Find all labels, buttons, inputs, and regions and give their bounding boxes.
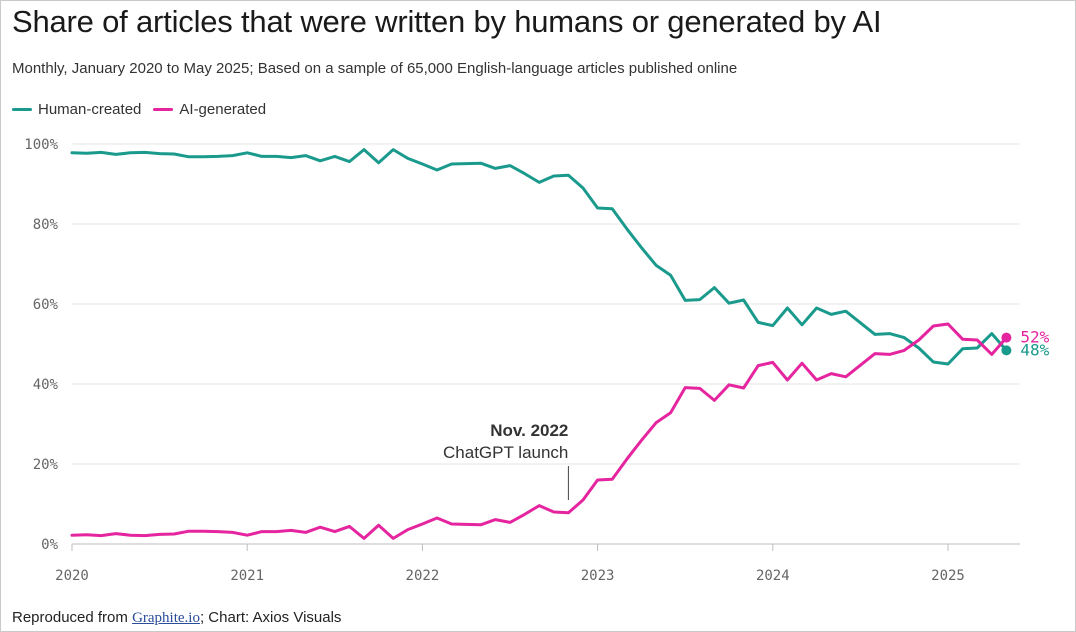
y-tick-label-60: 60% [33, 297, 59, 313]
y-tick-label-40: 40% [33, 377, 59, 393]
footer-suffix: ; Chart: Axios Visuals [199, 609, 342, 626]
legend-swatch-ai [153, 108, 174, 111]
series-line-ai-generated [70, 322, 1008, 540]
legend-item-human: Human-created [12, 101, 141, 118]
end-label-human-created: 48% [1020, 340, 1049, 359]
x-tick-label-2023: 2023 [581, 568, 615, 584]
x-tick-label-2022: 2022 [406, 568, 440, 584]
series-line-human-created [70, 148, 1008, 366]
end-marker-human-created [1001, 345, 1012, 356]
y-tick-label-100: 100% [24, 137, 58, 153]
end-marker-ai-generated [1001, 332, 1012, 343]
source-link[interactable]: Graphite.io [132, 610, 200, 626]
chart-title: Share of articles that were written by h… [12, 4, 882, 39]
legend: Human-created AI-generated [12, 101, 266, 118]
y-tick-label-80: 80% [33, 217, 59, 233]
y-tick-label-0: 0% [41, 537, 58, 553]
end-label-ai-generated: 52% [1020, 328, 1049, 347]
x-tick-label-2024: 2024 [756, 568, 790, 584]
x-tick-label-2021: 2021 [230, 568, 264, 584]
chart-subtitle: Monthly, January 2020 to May 2025; Based… [12, 60, 738, 77]
footer-prefix: Reproduced from [12, 609, 133, 626]
annotation-title: Nov. 2022 [490, 421, 568, 440]
x-tick-label-2025: 2025 [931, 568, 965, 584]
x-tick-label-2020: 2020 [55, 568, 89, 584]
legend-item-ai: AI-generated [153, 101, 266, 118]
annotation-text: ChatGPT launch [443, 443, 568, 462]
legend-label-human: Human-created [38, 101, 142, 118]
y-tick-label-20: 20% [33, 457, 59, 473]
legend-swatch-human [12, 108, 32, 111]
footer-credit: Reproduced from Graphite.io; Chart: Axio… [12, 609, 341, 627]
legend-label-ai: AI-generated [179, 101, 267, 118]
